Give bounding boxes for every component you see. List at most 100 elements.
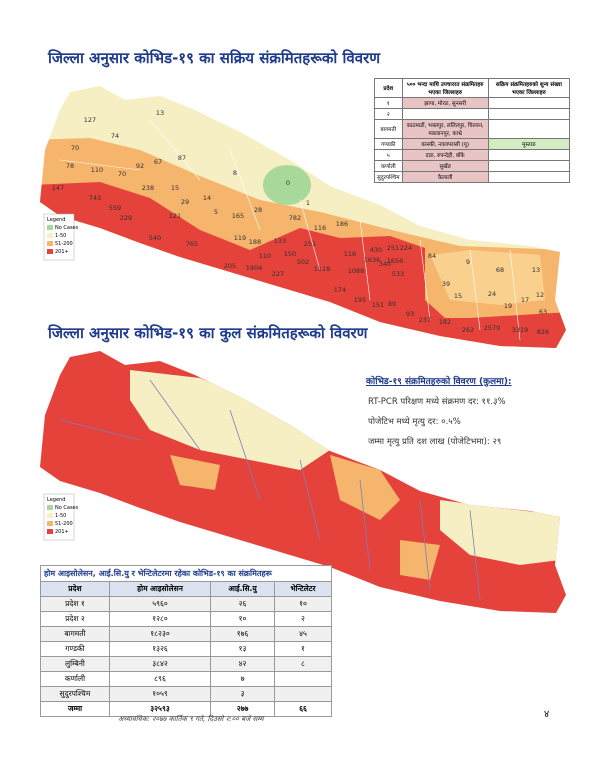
district-count: 502 bbox=[297, 258, 309, 266]
cell: दाङ, रुपन्देही, बाँके bbox=[401, 149, 489, 161]
cell: कास्की, नवलपरासी (पू) bbox=[401, 138, 489, 150]
total-row: जम्मा ३२५९३ २७७ ६६ bbox=[40, 701, 333, 717]
row: कर्णाली ८९६ ७ bbox=[40, 671, 333, 687]
legend-swatch bbox=[47, 513, 53, 518]
summary-heading: कोभिड-१९ संक्रमितहरुको विवरण (कुलमा): bbox=[366, 377, 512, 387]
district-count: 19 bbox=[504, 302, 512, 310]
district-count: 17 bbox=[521, 296, 529, 304]
district-count: 121 bbox=[169, 212, 181, 220]
cell: १ bbox=[374, 97, 403, 109]
district-count: 533 bbox=[392, 270, 404, 278]
district-count: 1 bbox=[306, 199, 310, 207]
summary: कोभिड-१९ संक्रमितहरुको विवरण (कुलमा): RT… bbox=[358, 374, 573, 456]
cell: १०५९ bbox=[108, 686, 212, 702]
cell: ६६ bbox=[273, 701, 333, 717]
cell: लुम्बिनी bbox=[40, 656, 110, 672]
header: प्रदेश bbox=[40, 581, 110, 597]
district-count: 195 bbox=[354, 296, 366, 304]
row: १ झापा, मोरङ, सुनसरी bbox=[374, 97, 571, 109]
legend-label: 201+ bbox=[55, 529, 69, 535]
legend-label: No Cases bbox=[55, 225, 79, 231]
header-row: प्रदेश होम आइसोलेसन आई.सि.यु भेन्टिलेटर bbox=[40, 581, 333, 597]
header: सक्रिय संक्रमितहरुको शुन्य संख्या भएका ज… bbox=[487, 78, 571, 98]
cell: कर्णाली bbox=[40, 671, 110, 687]
cell bbox=[401, 108, 489, 120]
cell: ३ bbox=[210, 686, 275, 702]
header: ५०० भन्दा माथि उपचाररत संक्रमितहरु भएका … bbox=[401, 78, 489, 98]
district-count: 9 bbox=[466, 258, 470, 266]
legend-active: Legend No Cases 1-50 51-200 201+ bbox=[43, 213, 79, 261]
district-count: 743 bbox=[89, 194, 101, 202]
cell bbox=[273, 686, 333, 702]
district-count: 15 bbox=[171, 184, 179, 192]
row: बागमती काठमाडौं, भक्तपुर, ललितपुर, चितवन,… bbox=[374, 119, 571, 139]
row: लुम्बिनी ३८४२ ४२ ८ bbox=[40, 656, 333, 672]
row: प्रदेश १ ५९६० २६ १० bbox=[40, 596, 333, 612]
cell: झापा, मोरङ, सुनसरी bbox=[401, 97, 489, 109]
title-active: जिल्ला अनुसार कोभिड-१९ का सक्रिय संक्रमि… bbox=[48, 49, 381, 67]
page-number: ४ bbox=[544, 709, 550, 720]
district-count: 15 bbox=[454, 292, 462, 300]
summary-line: RT-PCR परिक्षण मध्ये संक्रमण दर: ११.३% bbox=[368, 397, 506, 407]
cell: १७६ bbox=[210, 626, 275, 642]
district-count: 227 bbox=[272, 270, 284, 278]
summary-line: पोजेटिभ मध्ये मृत्यु दर: ०.५% bbox=[368, 417, 461, 427]
cell: १३२६ bbox=[108, 641, 212, 657]
district-count: 205 bbox=[224, 262, 236, 270]
table: प्रदेश होम आइसोलेसन आई.सि.यु भेन्टिलेटर प्रद… bbox=[40, 581, 333, 717]
district-count: 110 bbox=[259, 252, 271, 260]
cell: १२८० bbox=[108, 611, 212, 627]
district-count: 28 bbox=[254, 206, 262, 214]
district-count: 1118 bbox=[314, 265, 331, 273]
cell bbox=[273, 671, 333, 687]
district-count: 13 bbox=[156, 109, 164, 117]
cell bbox=[487, 97, 571, 109]
cell: २६ bbox=[210, 596, 275, 612]
row: बागमती १८२३० १७६ ४५ bbox=[40, 626, 333, 642]
district-count: 89 bbox=[388, 300, 396, 308]
district-count: 251 bbox=[387, 244, 399, 252]
legend-label: 1-50 bbox=[55, 233, 66, 239]
legend-swatch bbox=[47, 233, 53, 238]
cell: १३ bbox=[210, 641, 275, 657]
header: होम आइसोलेसन bbox=[108, 581, 212, 597]
cell: ८९६ bbox=[108, 671, 212, 687]
district-count: 1088 bbox=[348, 267, 365, 275]
legend-swatch bbox=[47, 505, 53, 510]
row: गण्डकी १३२६ १३ १ bbox=[40, 641, 333, 657]
row: प्रदेश २ १२८० १० २ bbox=[40, 611, 333, 627]
cell: बागमती bbox=[374, 119, 403, 139]
district-count: 14 bbox=[203, 194, 211, 202]
district-count: 188 bbox=[249, 238, 261, 246]
header: प्रदेश bbox=[374, 78, 403, 98]
cell: मुस्ताङ bbox=[487, 138, 571, 150]
legend-label: 201+ bbox=[55, 249, 69, 255]
district-count: 1636 bbox=[364, 256, 381, 264]
district-count: 110 bbox=[91, 166, 103, 174]
cell bbox=[487, 108, 571, 120]
district-count: 782 bbox=[289, 214, 301, 222]
row: सुदुरपश्चिम १०५९ ३ bbox=[40, 686, 333, 702]
district-count: 78 bbox=[66, 162, 74, 170]
district-count: 116 bbox=[314, 224, 326, 232]
cell: कर्णाली bbox=[374, 160, 403, 172]
cell: गण्डकी bbox=[374, 138, 403, 150]
header: भेन्टिलेटर bbox=[273, 581, 333, 597]
cell: ४५ bbox=[273, 626, 333, 642]
row: सुदुरपश्चिम कैलाली bbox=[374, 171, 571, 183]
district-count: 540 bbox=[149, 234, 161, 242]
cell: सुदुरपश्चिम bbox=[374, 171, 403, 183]
cell: १० bbox=[210, 611, 275, 627]
cell: जम्मा bbox=[40, 701, 110, 717]
row: कर्णाली सुर्खेत bbox=[374, 160, 571, 172]
header: आई.सि.यु bbox=[210, 581, 275, 597]
district-count: 93 bbox=[406, 310, 414, 318]
district-count: 430 bbox=[370, 246, 382, 254]
legend-label: 51-200 bbox=[55, 241, 73, 247]
row: गण्डकी कास्की, नवलपरासी (पू) मुस्ताङ bbox=[374, 138, 571, 150]
legend-label: No Cases bbox=[55, 505, 79, 511]
district-count: 84 bbox=[428, 252, 436, 260]
district-count: 0 bbox=[286, 179, 290, 187]
cell: बागमती bbox=[40, 626, 110, 642]
